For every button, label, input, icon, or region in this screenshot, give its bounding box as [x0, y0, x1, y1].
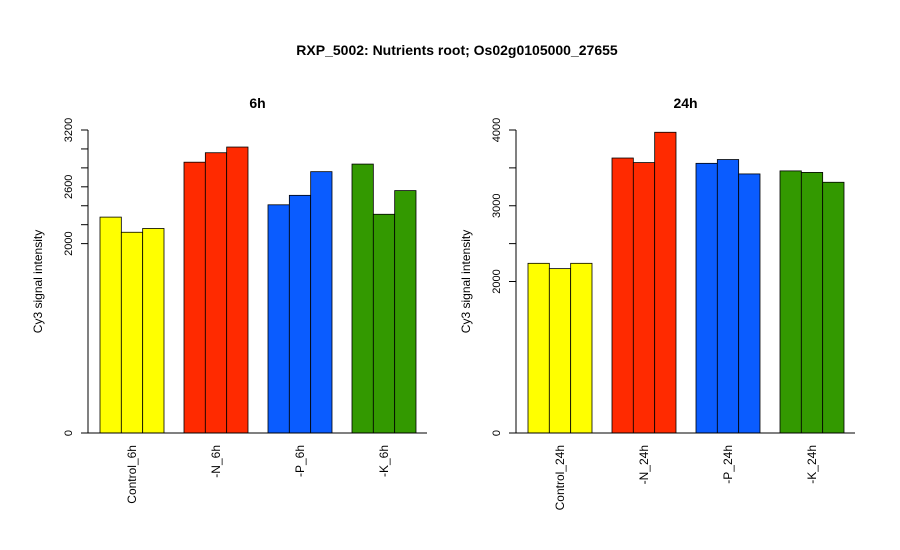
main-title: RXP_5002: Nutrients root; Os02g0105000_2… [296, 42, 618, 58]
y-tick-label: 3000 [491, 194, 503, 218]
bar-k-6h-rep3 [394, 190, 417, 434]
x-category-label: -P_24h [721, 445, 735, 484]
bar-p-24h-rep3 [738, 173, 761, 434]
bar-control-6h-rep2 [120, 231, 144, 434]
bar-n-6h-rep2 [204, 152, 228, 434]
bar-n-6h-rep3 [226, 146, 249, 434]
bar-p-6h-rep2 [288, 194, 312, 434]
x-category-label: -K_6h [377, 445, 391, 477]
y-tick-label: 4000 [491, 118, 503, 142]
y-tick-label: 3200 [63, 118, 75, 142]
bar-n-6h-rep1 [183, 161, 206, 434]
bar-p-6h-rep1 [267, 204, 290, 434]
panel-title: 6h [249, 95, 265, 111]
bar-k-6h-rep1 [351, 163, 374, 434]
panel-6h: 6h Cy3 signal intensity 0 2000 2600 3200 Contr… [31, 95, 427, 504]
y-tick-label: 2000 [491, 269, 503, 293]
bar-n-24h-rep3 [654, 131, 677, 434]
bar-k-24h-rep2 [800, 172, 824, 434]
x-category-label: -K_24h [805, 445, 819, 484]
x-category-label: -N_24h [637, 445, 651, 484]
y-axis-label: Cy3 signal intensity [31, 230, 45, 333]
bar-p-24h-rep1 [695, 162, 718, 434]
panel-24h: 24h Cy3 signal intensity 0 2000 3000 4000 Cont… [459, 95, 855, 510]
y-tick-label: 2000 [63, 231, 75, 255]
bar-k-24h-rep3 [822, 181, 845, 434]
bar-k-24h-rep1 [779, 170, 802, 434]
bar-p-24h-rep2 [716, 159, 740, 434]
bar-k-6h-rep2 [372, 213, 396, 434]
bar-n-24h-rep2 [632, 162, 656, 434]
y-tick-label: 0 [491, 430, 503, 436]
bar-control-24h-rep3 [570, 262, 593, 434]
y-tick-label: 2600 [63, 175, 75, 199]
bar-control-24h-rep1 [527, 262, 550, 434]
bar-p-6h-rep3 [310, 171, 333, 434]
panel-title: 24h [673, 95, 697, 111]
x-category-label: Control_6h [125, 445, 139, 504]
y-axis-label: Cy3 signal intensity [459, 230, 473, 333]
bar-control-6h-rep3 [142, 228, 165, 434]
bar-n-24h-rep1 [611, 157, 634, 434]
bar-control-24h-rep2 [548, 268, 572, 434]
y-tick-label: 0 [63, 430, 75, 436]
x-category-label: -P_6h [293, 445, 307, 477]
bar-control-6h-rep1 [99, 216, 122, 434]
x-category-label: Control_24h [553, 445, 567, 510]
x-category-label: -N_6h [209, 445, 223, 478]
